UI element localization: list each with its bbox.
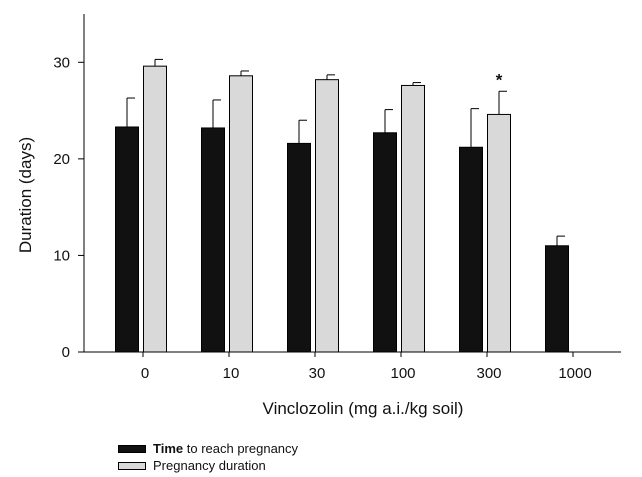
bars bbox=[115, 65, 569, 353]
legend-swatch-light bbox=[118, 461, 146, 470]
y-tick-label: 20 bbox=[53, 151, 70, 168]
x-tick-label: 10 bbox=[223, 365, 240, 382]
bar-time-to-pregnancy bbox=[115, 126, 139, 353]
legend-label-rest: to reach pregnancy bbox=[186, 441, 299, 456]
legend-label: Pregnancy duration bbox=[153, 458, 266, 473]
x-tick-label: 1000 bbox=[558, 365, 591, 382]
x-axis-label: Vinclozolin (mg a.i./kg soil) bbox=[263, 399, 464, 418]
bar-time-to-pregnancy bbox=[373, 132, 397, 353]
legend-label-bold: Time bbox=[153, 441, 184, 456]
bar-time-to-pregnancy bbox=[459, 146, 483, 353]
error-bars bbox=[126, 58, 565, 246]
bar-time-to-pregnancy bbox=[545, 245, 569, 353]
y-tick-label: 0 bbox=[62, 344, 70, 361]
x-tick-label: 30 bbox=[309, 365, 326, 382]
bar-pregnancy-duration bbox=[229, 75, 253, 353]
axis-labels: Vinclozolin (mg a.i./kg soil) Duration (… bbox=[16, 137, 463, 418]
legend-item-time-to-pregnancy: Time to reach pregnancy bbox=[118, 440, 298, 457]
legend-swatch-dark bbox=[118, 444, 146, 453]
y-tick-label: 10 bbox=[53, 247, 70, 264]
axes bbox=[78, 14, 621, 357]
y-tick-label: 30 bbox=[53, 54, 70, 71]
x-tick-label: 100 bbox=[390, 365, 415, 382]
x-tick-label: 300 bbox=[476, 365, 501, 382]
significance-marker: * bbox=[496, 70, 503, 89]
bar-pregnancy-duration bbox=[487, 113, 511, 353]
bar-pregnancy-duration bbox=[143, 65, 167, 353]
bar-pregnancy-duration bbox=[315, 79, 339, 353]
bar-pregnancy-duration bbox=[401, 84, 425, 353]
x-tick-label: 0 bbox=[141, 365, 149, 382]
bar-time-to-pregnancy bbox=[287, 142, 311, 353]
bar-time-to-pregnancy bbox=[201, 127, 225, 353]
legend-label: Time to reach pregnancy bbox=[153, 441, 298, 456]
y-axis-label: Duration (days) bbox=[16, 137, 35, 253]
legend: Time to reach pregnancy Pregnancy durati… bbox=[118, 440, 298, 474]
legend-item-pregnancy-duration: Pregnancy duration bbox=[118, 457, 298, 474]
